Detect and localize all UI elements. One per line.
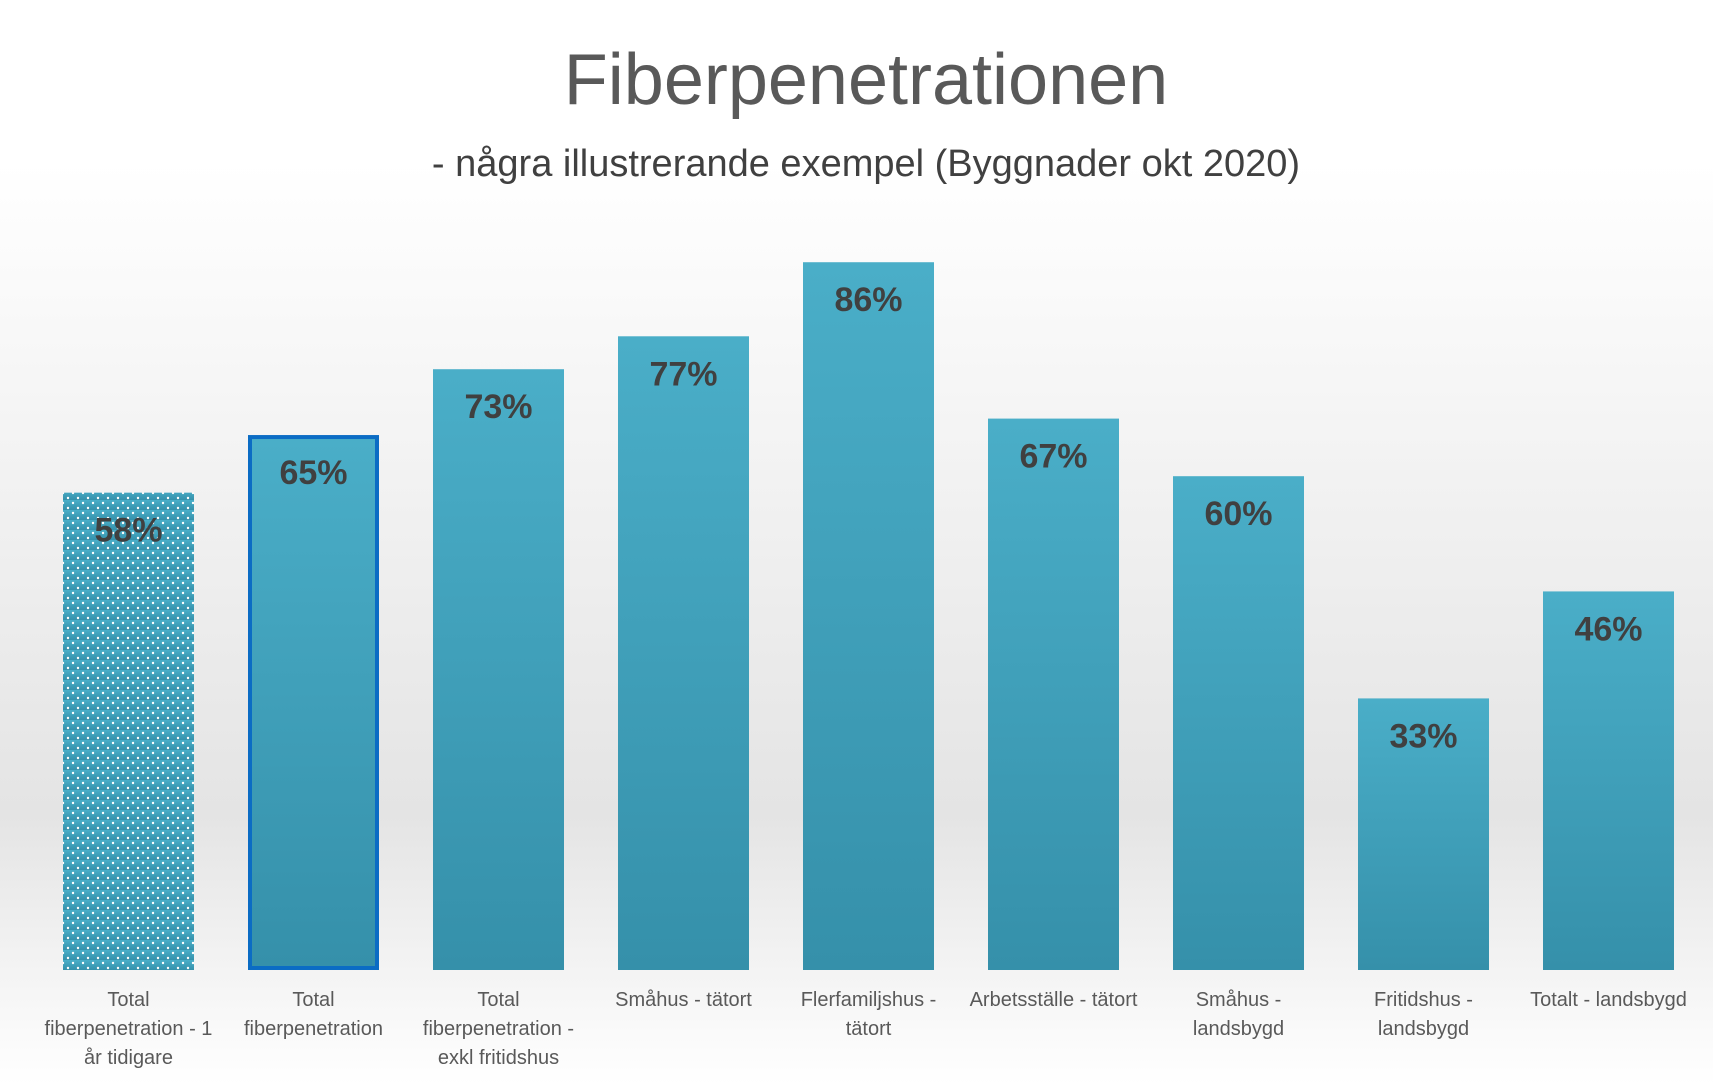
chart-subtitle: - några illustrerande exempel (Byggnader… bbox=[432, 143, 1300, 185]
x-tick-label: Total fiberpenetration bbox=[244, 989, 383, 1040]
bar bbox=[63, 492, 194, 970]
x-tick-label: Småhus - landsbygd bbox=[1192, 989, 1285, 1040]
x-tick-label: Småhus - tätort bbox=[615, 989, 752, 1011]
bar bbox=[1173, 476, 1304, 970]
bar bbox=[1543, 591, 1674, 970]
data-label: 65% bbox=[279, 454, 347, 492]
data-label: 33% bbox=[1389, 717, 1457, 755]
x-tick-label: Totalt - landsbygd bbox=[1530, 989, 1687, 1011]
x-tick-label: Total fiberpenetration - 1 år tidigare bbox=[44, 989, 213, 1069]
data-label: 60% bbox=[1204, 495, 1272, 533]
bar bbox=[248, 435, 379, 970]
x-tick-label: Total fiberpenetration - exkl fritidshus bbox=[422, 989, 575, 1069]
data-label: 77% bbox=[649, 355, 717, 393]
data-label: 46% bbox=[1574, 610, 1642, 648]
bar bbox=[803, 262, 934, 971]
bar bbox=[433, 369, 564, 971]
data-label: 86% bbox=[834, 281, 902, 319]
bar bbox=[988, 418, 1119, 971]
x-tick-label: Fritidshus - landsbygd bbox=[1374, 989, 1473, 1040]
bar bbox=[1358, 698, 1489, 970]
x-tick-label: Arbetsställe - tätort bbox=[969, 989, 1138, 1011]
chart-title: Fiberpenetrationen bbox=[564, 40, 1168, 120]
data-label: 58% bbox=[94, 512, 162, 550]
data-label: 67% bbox=[1019, 438, 1087, 476]
data-label: 73% bbox=[464, 388, 532, 426]
x-tick-label: Flerfamiljshus - tätort bbox=[800, 989, 937, 1040]
bar bbox=[618, 336, 749, 970]
